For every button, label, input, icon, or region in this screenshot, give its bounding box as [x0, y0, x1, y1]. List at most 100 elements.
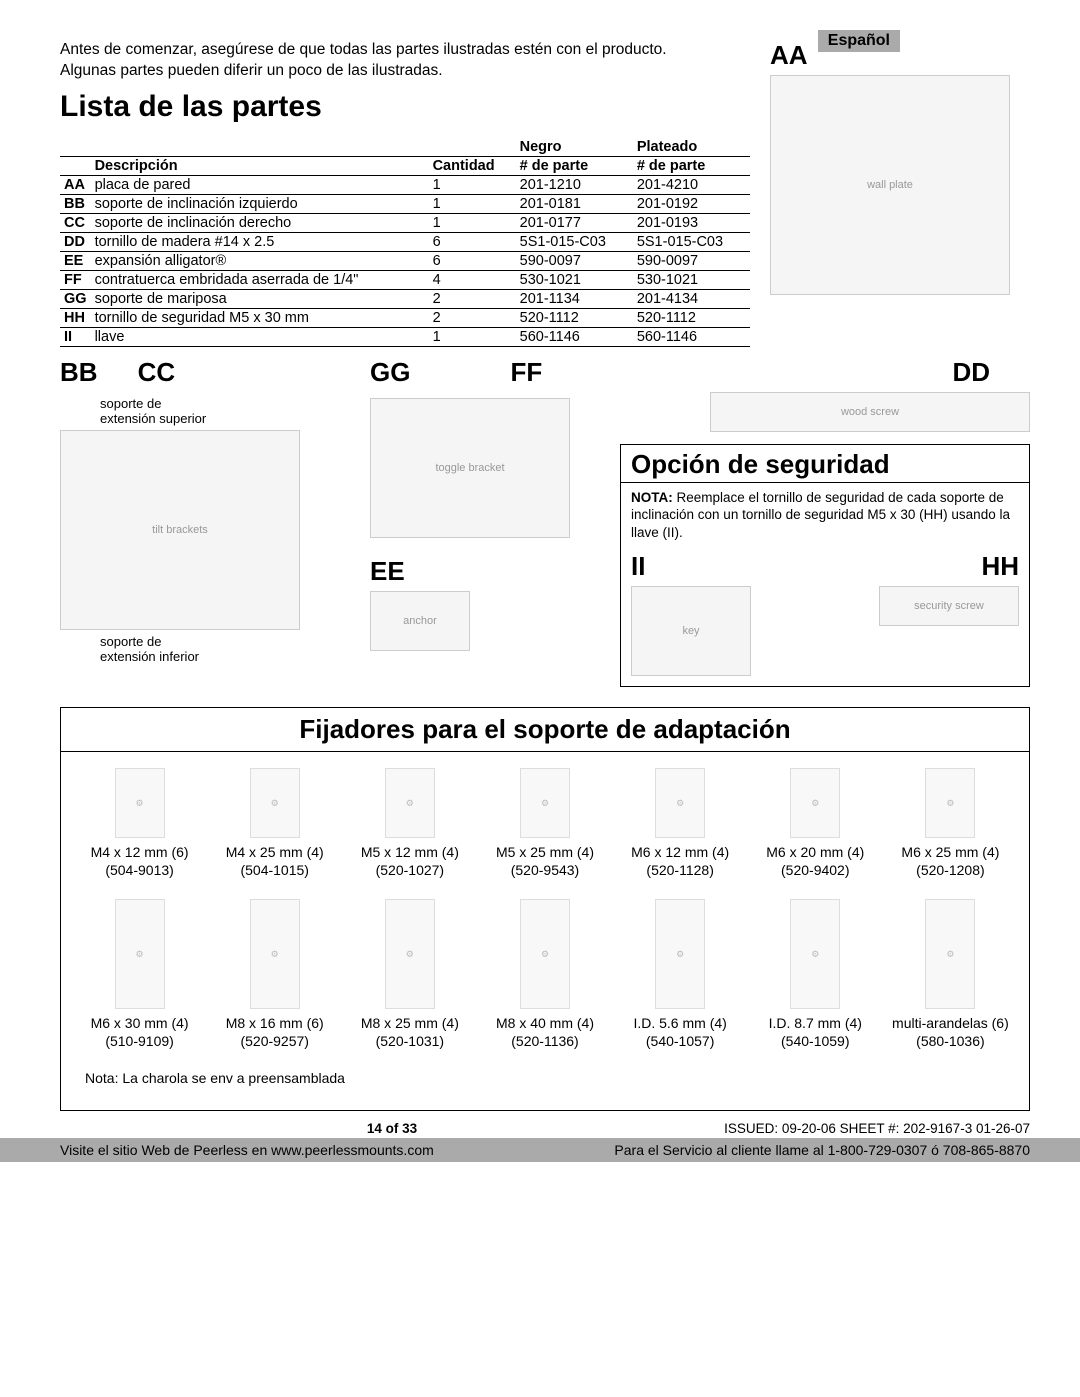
- row-qty: 1: [429, 213, 516, 232]
- row-black: 201-0181: [516, 194, 633, 213]
- fastener-name: M6 x 20 mm (4): [753, 844, 878, 862]
- row-black: 201-1210: [516, 175, 633, 194]
- fastener-name: M4 x 12 mm (6): [77, 844, 202, 862]
- fasteners-footnote: Nota: La charola se env a preensamblada: [77, 1070, 1013, 1094]
- row-silver: 201-0193: [633, 213, 750, 232]
- fastener-name: M8 x 40 mm (4): [482, 1015, 607, 1033]
- row-black: 520-1112: [516, 308, 633, 327]
- table-row: AAplaca de pared1201-1210201-4210: [60, 175, 750, 194]
- fastener-pn: (540-1057): [618, 1033, 743, 1051]
- label-cc: CC: [138, 357, 176, 388]
- screw-icon: ⚙: [790, 899, 840, 1009]
- row-code: GG: [60, 289, 91, 308]
- row-code: FF: [60, 270, 91, 289]
- row-code: BB: [60, 194, 91, 213]
- screw-icon: ⚙: [790, 768, 840, 838]
- fastener-pn: (520-1031): [347, 1033, 472, 1051]
- screw-icon: ⚙: [385, 899, 435, 1009]
- row-desc: expansión alligator®: [91, 251, 429, 270]
- fastener-name: M4 x 25 mm (4): [212, 844, 337, 862]
- fastener-name: M8 x 25 mm (4): [347, 1015, 472, 1033]
- diagram-bb-cc: tilt brackets: [60, 430, 300, 630]
- row-desc: tornillo de madera #14 x 2.5: [91, 232, 429, 251]
- label-ii: II: [631, 551, 751, 582]
- col-black: Negro: [516, 138, 633, 157]
- fastener-item: ⚙multi-arandelas (6)(580-1036): [888, 899, 1013, 1050]
- intro-line-2: Algunas partes pueden diferir un poco de…: [60, 62, 443, 79]
- parts-table: Negro Plateado Descripción Cantidad # de…: [60, 138, 750, 347]
- diagram-aa: wall plate: [770, 75, 1010, 295]
- fastener-item: ⚙ M8 x 25 mm (4)(520-1031): [347, 899, 472, 1050]
- fastener-item: ⚙ M6 x 20 mm (4)(520-9402): [753, 768, 878, 879]
- label-bb: BB: [60, 357, 98, 388]
- screw-icon: ⚙: [385, 768, 435, 838]
- fastener-pn: (520-1208): [888, 862, 1013, 880]
- fastener-pn: (520-1136): [482, 1033, 607, 1051]
- row-silver: 590-0097: [633, 251, 750, 270]
- fastener-item: ⚙ M6 x 12 mm (4)(520-1128): [618, 768, 743, 879]
- row-code: CC: [60, 213, 91, 232]
- row-black: 5S1-015-C03: [516, 232, 633, 251]
- table-row: GGsoporte de mariposa2201-1134201-4134: [60, 289, 750, 308]
- screw-icon: ⚙: [250, 768, 300, 838]
- security-box: Opción de seguridad NOTA: Reemplace el t…: [620, 444, 1030, 688]
- row-silver: 520-1112: [633, 308, 750, 327]
- row-silver: 560-1146: [633, 327, 750, 346]
- fastener-name: M8 x 16 mm (6): [212, 1015, 337, 1033]
- col-desc: Descripción: [91, 156, 429, 175]
- diagram-hh: security screw: [879, 586, 1019, 626]
- fastener-pn: (520-9543): [482, 862, 607, 880]
- page-footer: 14 of 33 ISSUED: 09-20-06 SHEET #: 202-9…: [0, 1119, 1080, 1162]
- fastener-name: M6 x 12 mm (4): [618, 844, 743, 862]
- footer-issued: ISSUED: 09-20-06 SHEET #: 202-9167-3 01-…: [724, 1121, 1030, 1136]
- fastener-pn: (580-1036): [888, 1033, 1013, 1051]
- diagram-ee: anchor: [370, 591, 470, 651]
- fastener-item: ⚙ M4 x 12 mm (6)(504-9013): [77, 768, 202, 879]
- row-desc: placa de pared: [91, 175, 429, 194]
- fastener-name: M5 x 25 mm (4): [482, 844, 607, 862]
- label-hh: HH: [879, 551, 1019, 582]
- fastener-name: multi-arandelas (6): [888, 1015, 1013, 1033]
- label-ext-superior: soporte de extensión superior: [100, 396, 340, 426]
- security-note: NOTA: Reemplace el tornillo de seguridad…: [621, 483, 1029, 548]
- screw-icon: ⚙: [115, 768, 165, 838]
- screw-icon: ⚙: [115, 899, 165, 1009]
- table-row: FFcontratuerca embridada aserrada de 1/4…: [60, 270, 750, 289]
- fastener-pn: (520-9402): [753, 862, 878, 880]
- screw-icon: ⚙: [520, 768, 570, 838]
- fastener-name: M6 x 30 mm (4): [77, 1015, 202, 1033]
- fastener-item: ⚙M6 x 25 mm (4)(520-1208): [888, 768, 1013, 879]
- fasteners-box: Fijadores para el soporte de adaptación …: [60, 707, 1030, 1111]
- label-ee: EE: [370, 556, 590, 587]
- screw-icon: ⚙: [655, 899, 705, 1009]
- fastener-pn: (504-1015): [212, 862, 337, 880]
- security-title: Opción de seguridad: [621, 445, 1029, 483]
- row-desc: contratuerca embridada aserrada de 1/4": [91, 270, 429, 289]
- table-row: BBsoporte de inclinación izquierdo1201-0…: [60, 194, 750, 213]
- diagram-ii: key: [631, 586, 751, 676]
- footer-service: Para el Servicio al cliente llame al 1-8…: [614, 1142, 1030, 1158]
- table-row: IIllave1560-1146560-1146: [60, 327, 750, 346]
- row-black: 590-0097: [516, 251, 633, 270]
- label-dd: DD: [620, 357, 990, 388]
- screw-icon: ⚙: [655, 768, 705, 838]
- language-badge: Español: [818, 30, 900, 52]
- fasteners-title: Fijadores para el soporte de adaptación: [61, 708, 1029, 752]
- row-qty: 6: [429, 232, 516, 251]
- fastener-pn: (520-1027): [347, 862, 472, 880]
- fastener-pn: (504-9013): [77, 862, 202, 880]
- col-partno-silver: # de parte: [633, 156, 750, 175]
- col-partno-black: # de parte: [516, 156, 633, 175]
- row-desc: soporte de inclinación izquierdo: [91, 194, 429, 213]
- screw-icon: ⚙: [250, 899, 300, 1009]
- fastener-item: ⚙M5 x 12 mm (4)(520-1027): [347, 768, 472, 879]
- fastener-pn: (520-1128): [618, 862, 743, 880]
- row-qty: 2: [429, 308, 516, 327]
- fastener-name: M6 x 25 mm (4): [888, 844, 1013, 862]
- fastener-name: I.D. 5.6 mm (4): [618, 1015, 743, 1033]
- fastener-item: ⚙I.D. 8.7 mm (4)(540-1059): [753, 899, 878, 1050]
- row-code: AA: [60, 175, 91, 194]
- row-desc: soporte de mariposa: [91, 289, 429, 308]
- intro-line-1: Antes de comenzar, asegúrese de que toda…: [60, 41, 667, 58]
- row-code: EE: [60, 251, 91, 270]
